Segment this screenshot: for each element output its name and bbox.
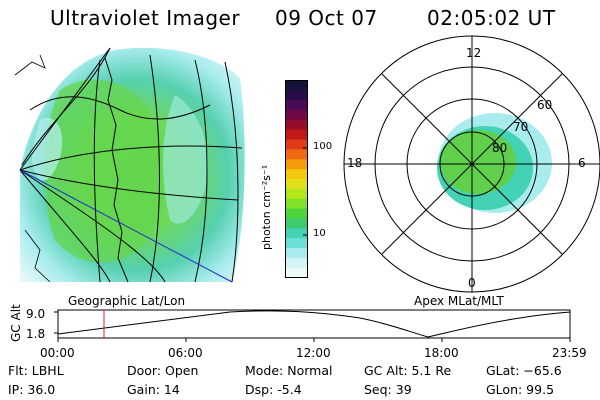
colorbar-cell <box>285 169 308 180</box>
info-gc-alt: GC Alt: 5.1 Re <box>364 363 452 378</box>
time-tick-0: 00:00 <box>40 346 75 360</box>
date-label: 09 Oct 07 <box>275 6 378 30</box>
info-dsp: Dsp: -5.4 <box>245 382 302 397</box>
colorbar-cell <box>285 208 308 219</box>
time-tick-6: 06:00 <box>168 346 203 360</box>
geographic-grid <box>19 47 243 283</box>
info-glat: GLat: −65.6 <box>486 363 562 378</box>
colorbar-tick-label-100: 100 <box>313 141 333 152</box>
info-mode: Mode: Normal <box>245 363 333 378</box>
colorbar-cell <box>285 179 308 190</box>
colorbar-cells <box>285 80 308 278</box>
coastline <box>104 57 129 283</box>
info-door: Door: Open <box>127 363 199 378</box>
colorbar-cell <box>285 149 308 160</box>
time-tick-end: 23:59 <box>552 346 587 360</box>
altitude-curve <box>57 310 571 338</box>
polar-image <box>437 113 552 213</box>
colorbar-frame <box>285 80 308 278</box>
lat-label-60: 60 <box>537 98 553 112</box>
mlt-label-0: 0 <box>468 276 476 290</box>
colorbar-cell <box>285 129 308 141</box>
alt-tick-9: 9.0 <box>26 307 46 321</box>
colorbar-cell <box>285 110 308 121</box>
colorbar-cell <box>285 218 308 229</box>
geographic-image <box>20 47 245 283</box>
info-ip: IP: 36.0 <box>8 382 56 397</box>
lat-label-70: 70 <box>513 120 529 134</box>
colorbar-cell <box>285 159 308 170</box>
colorbar-cell <box>285 267 308 278</box>
mlt-label-6: 6 <box>578 156 586 170</box>
colorbar <box>285 80 308 278</box>
info-seq: Seq: 39 <box>364 382 412 397</box>
colorbar-cell <box>285 198 308 210</box>
colorbar-tick-label-10: 10 <box>313 228 326 239</box>
info-glon: GLon: 99.5 <box>486 382 555 397</box>
colorbar-cell <box>285 139 308 150</box>
alt-tick-1-8: 1.8 <box>26 327 46 341</box>
geographic-caption: Geographic Lat/Lon <box>68 294 186 308</box>
altitude-plot-ticks <box>54 311 571 342</box>
colorbar-cell <box>285 119 308 131</box>
polar-grid <box>343 35 600 293</box>
mlt-label-18: 18 <box>347 156 363 170</box>
polar-emission-inner <box>440 130 516 194</box>
app-title: Ultraviolet Imager <box>50 6 241 30</box>
time-tick-18: 18:00 <box>424 346 459 360</box>
colorbar-cell <box>285 228 308 239</box>
colorbar-cell <box>285 80 308 91</box>
colorbar-cell <box>285 257 308 269</box>
info-gain: Gain: 14 <box>127 382 180 397</box>
mlt-label-12: 12 <box>466 46 482 60</box>
info-flt: Flt: LBHL <box>8 363 64 378</box>
time-tick-12: 12:00 <box>296 346 331 360</box>
lat-label-80: 80 <box>492 141 508 155</box>
time-label: 02:05:02 UT <box>427 6 556 30</box>
coastline-west <box>14 54 51 283</box>
colorbar-cell <box>285 238 308 249</box>
apex-caption: Apex MLat/MLT <box>414 294 504 308</box>
colorbar-cell <box>285 100 308 111</box>
colorbar-cell <box>285 188 308 200</box>
colorbar-cell <box>285 247 308 259</box>
colorbar-cell <box>285 90 308 101</box>
